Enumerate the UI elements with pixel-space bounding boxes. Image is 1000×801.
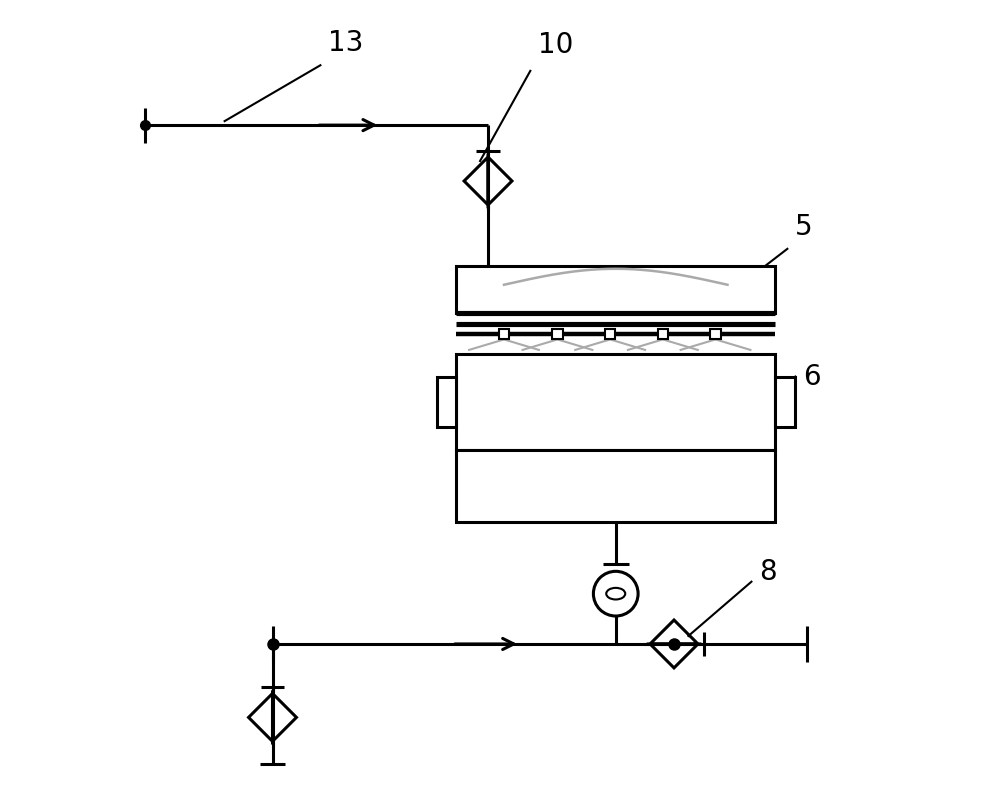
- Text: 6: 6: [803, 363, 821, 391]
- Bar: [710, 329, 721, 340]
- Bar: [499, 329, 509, 340]
- Text: 5: 5: [795, 213, 813, 241]
- Bar: [552, 329, 563, 340]
- Text: 8: 8: [759, 557, 777, 586]
- Bar: [658, 329, 668, 340]
- Bar: [605, 329, 615, 340]
- Text: 10: 10: [538, 31, 574, 58]
- Bar: [456, 450, 775, 521]
- Bar: [456, 354, 775, 450]
- Bar: [456, 267, 775, 312]
- Bar: [775, 377, 795, 427]
- Bar: [437, 377, 456, 427]
- Text: 13: 13: [328, 30, 364, 57]
